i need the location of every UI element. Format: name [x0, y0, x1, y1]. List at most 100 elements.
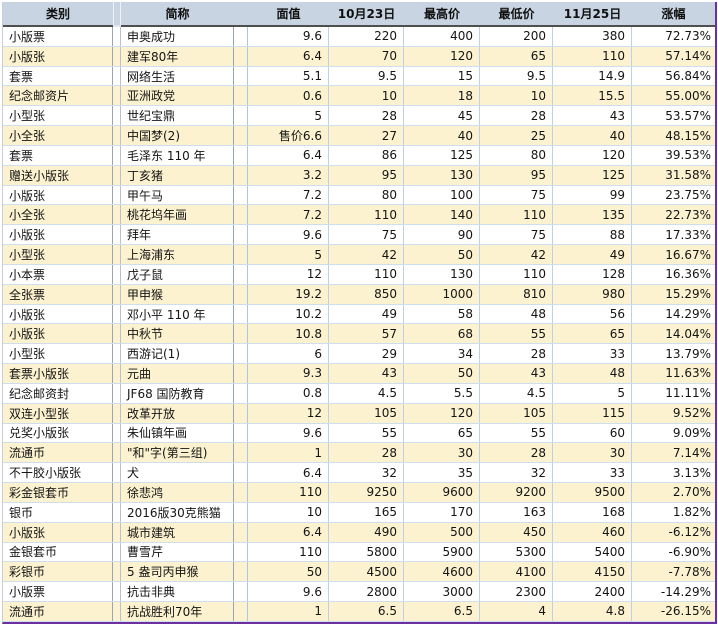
cell-face_value: 7.2: [248, 205, 329, 225]
cell-change: 14.29%: [665, 307, 711, 321]
cell-category: 小型张: [3, 245, 113, 264]
cell-nov25: 40: [553, 126, 632, 145]
cell-name: 改革开放: [121, 403, 234, 423]
cell-category: 流通币: [3, 602, 113, 621]
column-gap: [234, 463, 248, 483]
table-row: 流通币 "和"字(第三组) 1 28 30 28 30 7.14%: [3, 443, 715, 464]
cell-change: 53.57%: [665, 108, 711, 123]
cell-oct23: 105: [329, 403, 404, 423]
table-row: 兑奖小版张 朱仙镇年画 9.6 55 65 55 60 9.09%: [3, 423, 715, 444]
cell-category: 小型张: [3, 106, 113, 126]
cell-low: 48: [480, 304, 553, 324]
cell-nov25: 168: [553, 502, 632, 522]
cell-category: 小版张: [3, 304, 113, 324]
cell-face_value: 50: [248, 562, 329, 582]
column-gap: [234, 66, 248, 86]
column-gap: [113, 46, 121, 66]
cell-change: 15.29%: [632, 284, 715, 304]
cell-nov25: 43: [553, 106, 632, 126]
column-gap: [113, 502, 121, 522]
cell-low: 450: [480, 522, 553, 542]
cell-high: 9600: [404, 483, 480, 502]
table-row: 小版张 甲午马 7.2 80 100 75 99 23.75%: [3, 185, 715, 206]
cell-category: 赠送小版张: [3, 165, 113, 185]
cell-low: 810: [480, 284, 553, 304]
col-header-nov25: 11月25日: [553, 2, 632, 27]
cell-name: 拜年: [121, 225, 234, 245]
table-row: 小全张 桃花坞年画 7.2 110 140 110 135 22.73%: [3, 205, 715, 226]
cell-nov25: 99: [553, 185, 632, 205]
col-header-category: 类别: [3, 2, 113, 27]
cell-high: 140: [404, 205, 480, 225]
cell-oct23: 110: [329, 205, 404, 225]
cell-name: 城市建筑: [121, 522, 234, 542]
cell-face_value: 5.1: [248, 66, 329, 86]
column-gap: [113, 443, 121, 463]
column-gap: [234, 304, 248, 324]
table-row: 纪念邮资封 JF68 国防教育 0.8 4.5 5.5 4.5 5 11.11%: [3, 383, 715, 404]
column-gap: [113, 562, 121, 582]
cell-nov25: 88: [553, 225, 632, 245]
cell-low: 2300: [480, 582, 553, 602]
cell-low: 28: [480, 443, 553, 463]
column-gap: [113, 284, 121, 304]
cell-high: 130: [404, 165, 480, 185]
cell-oct23: 29: [329, 344, 404, 364]
cell-nov25: 30: [553, 443, 632, 463]
cell-low: 200: [480, 27, 553, 46]
cell-high: 18: [404, 86, 480, 106]
cell-category: 金银套币: [3, 542, 113, 562]
table-row: 彩银币 5 盎司丙申猴 50 4500 4600 4100 4150 -7.78%: [3, 562, 715, 583]
cell-oct23: 220: [329, 27, 404, 46]
cell-category: 小版张: [3, 225, 113, 245]
table-row: 套票小版张 元曲 9.3 43 50 43 48 11.63%: [3, 364, 715, 384]
cell-nov25: 60: [553, 423, 632, 443]
cell-category: 双连小型张: [3, 403, 113, 423]
cell-change: 13.79%: [665, 346, 711, 361]
column-gap: [234, 522, 248, 542]
cell-name: 丁亥猪: [121, 165, 234, 185]
cell-oct23: 75: [329, 225, 404, 245]
cell-face_value: 10.8: [248, 324, 329, 344]
cell-nov25: 120: [553, 145, 632, 165]
table-row: 小全张 中国梦(2) 售价6.6 27 40 25 40 48.15%: [3, 126, 715, 146]
column-gap: [113, 522, 121, 542]
cell-low: 105: [480, 403, 553, 423]
cell-category: 不干胶小版张: [3, 463, 113, 483]
cell-category: 小版张: [3, 185, 113, 205]
cell-nov25: 115: [553, 403, 632, 423]
cell-change: -26.15%: [632, 602, 715, 621]
cell-low: 42: [480, 245, 553, 264]
cell-oct23: 86: [329, 145, 404, 165]
col-header-face-value: 面值: [248, 2, 329, 27]
cell-low: 25: [480, 126, 553, 145]
cell-low: 9.5: [480, 66, 553, 86]
column-gap: [113, 264, 121, 284]
table-row: 套票 网络生活 5.1 9.5 15 9.5 14.9 56.84%: [3, 66, 715, 87]
cell-category: 纪念邮资片: [3, 86, 113, 106]
cell-name: 申奥成功: [121, 27, 234, 46]
column-gap: [234, 483, 248, 502]
cell-high: 5.5: [404, 383, 480, 403]
cell-face_value: 1: [248, 602, 329, 621]
column-gap: [234, 423, 248, 443]
cell-nov25: 5400: [553, 542, 632, 562]
cell-category: 小版张: [3, 324, 113, 344]
cell-nov25: 128: [553, 264, 632, 284]
cell-change: 11.63%: [632, 364, 715, 383]
column-gap: [113, 542, 121, 562]
column-gap: [234, 582, 248, 602]
table-row: 小版张 邓小平 110 年 10.2 49 58 48 56 14.29%: [3, 304, 715, 325]
cell-face_value: 3.2: [248, 165, 329, 185]
cell-high: 3000: [404, 582, 480, 602]
table-row: 小版张 建军80年 6.4 70 120 65 110 57.14%: [3, 46, 715, 67]
table-row: 套票 毛泽东 110 年 6.4 86 125 80 120 39.53%: [3, 145, 715, 166]
column-gap: [234, 165, 248, 185]
cell-low: 55: [480, 324, 553, 344]
cell-name: 曹雪芹: [121, 542, 234, 562]
column-gap: [234, 324, 248, 344]
cell-face_value: 0.6: [248, 86, 329, 106]
col-header-high: 最高价: [404, 2, 480, 27]
cell-category: 全张票: [3, 284, 113, 304]
